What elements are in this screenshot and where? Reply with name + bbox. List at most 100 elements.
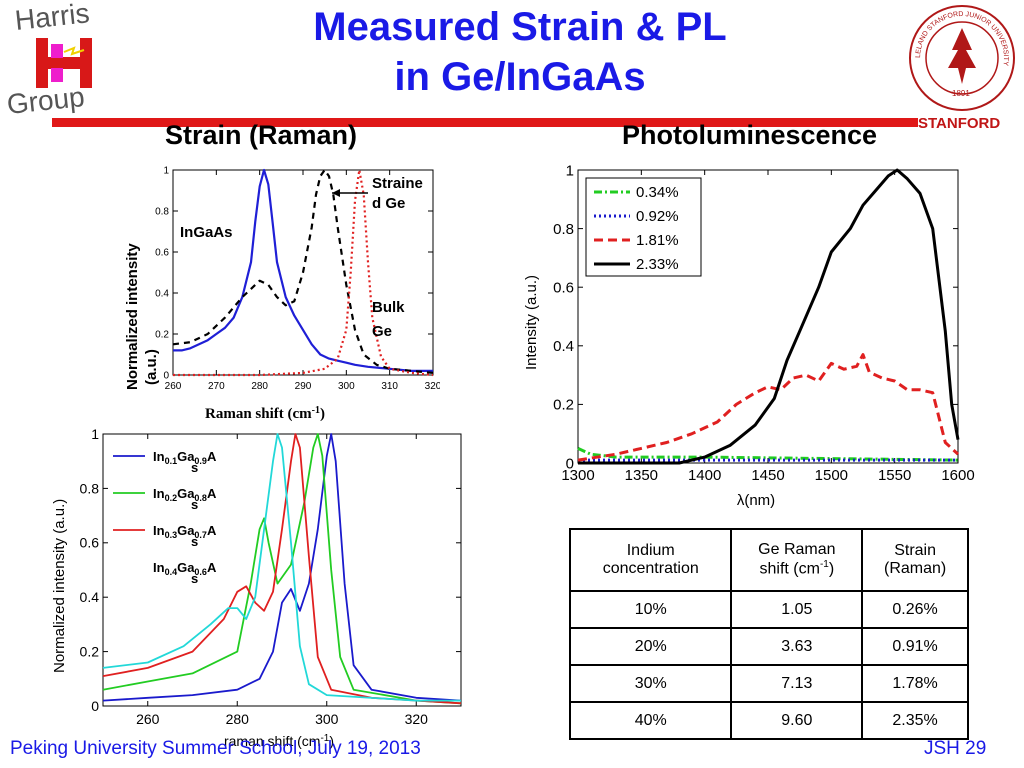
series-line-3 [102, 433, 461, 702]
y-tick-label: 0.2 [155, 330, 169, 341]
y-tick-label: 0.2 [553, 397, 574, 414]
legend-label: In0.1Ga0.9A [153, 449, 217, 466]
cell-indium: 40% [568, 701, 733, 740]
seal-tree-icon [948, 28, 976, 84]
cell-strain: 0.91% [861, 627, 969, 666]
pl-x-axis-label: λ(nm) [737, 492, 775, 509]
ingaas-x-axis-label: raman shift (cm-1) [224, 733, 334, 750]
y-tick-label: 0.4 [553, 338, 574, 355]
x-tick-label: 1300 [561, 467, 594, 484]
x-tick-label: 1350 [625, 467, 658, 484]
y-tick-label: 0 [566, 455, 574, 472]
y-tick-label: 0.6 [553, 279, 574, 296]
legend-label-wrap: s [191, 571, 198, 586]
ingaas-y-axis-label: Normalized intensity (a.u.) [51, 499, 68, 673]
legend-label: 2.33% [636, 256, 679, 273]
legend-label: 1.81% [636, 232, 679, 249]
header-strain: Strain (Raman) [861, 528, 969, 592]
legend-label: In0.4Ga0.6A [153, 560, 217, 577]
logo-wave-icon [63, 46, 85, 56]
x-tick-label: 1550 [878, 467, 911, 484]
footer-event: Peking University Summer School, July 19… [10, 738, 421, 759]
strain-table: Indium concentration Ge Raman shift (cm-1)… [568, 528, 969, 740]
series-line-0 [102, 433, 462, 702]
table-row: 20% 3.63 0.91% [568, 627, 969, 666]
x-tick-label: 270 [208, 381, 225, 392]
pl-legend: 0.34% 0.92% 1.81% 2.33% [585, 177, 702, 277]
annotation-arrowhead-icon [332, 189, 340, 197]
x-tick-label: 310 [381, 381, 398, 392]
footer-page-number: JSH 29 [924, 738, 987, 759]
legend-label-wrap: s [191, 534, 198, 549]
x-tick-label: 1450 [751, 467, 784, 484]
x-tick-label: 1600 [941, 467, 974, 484]
table-header-row: Indium concentration Ge Raman shift (cm-1)… [568, 528, 969, 592]
annotation-bulk-line2: Ge [372, 323, 392, 340]
x-tick-label: 260 [165, 381, 182, 392]
legend-label: In0.2Ga0.8A [153, 486, 217, 503]
cell-indium: 20% [568, 627, 733, 666]
y-tick-label: 0.4 [155, 289, 169, 300]
y-tick-label: 0 [91, 698, 99, 714]
x-tick-label: 290 [295, 381, 312, 392]
pl-legend-box [585, 177, 702, 277]
annotation-strained-line1: Straine [372, 175, 423, 192]
y-tick-label: 0.6 [80, 535, 100, 551]
table-row: 40% 9.60 2.35% [568, 701, 969, 740]
logo-square-top [51, 44, 63, 58]
y-tick-label: 0.8 [155, 207, 169, 218]
cell-shift: 1.05 [730, 590, 864, 629]
series-line-3 [578, 168, 960, 465]
title-line-1: Measured Strain & PL [313, 5, 727, 49]
header-indium: Indium concentration [568, 528, 733, 592]
seal-year: 1891 [952, 89, 970, 98]
cell-shift: 3.63 [730, 627, 864, 666]
x-tick-label: 1400 [688, 467, 721, 484]
series-line-1 [102, 433, 462, 705]
slide-title: Measured Strain & PL in Ge/InGaAs [200, 2, 840, 102]
raman-x-axis-label: Raman shift (cm-1) [205, 405, 325, 423]
y-tick-label: 1 [91, 428, 99, 442]
photoluminescence-chart: 1300 1350 1400 1450 1500 1550 1600 0 0.2 0.4 0.6 0.… [523, 162, 975, 509]
logo-square-bottom [51, 68, 63, 82]
x-tick-label: 280 [251, 381, 268, 392]
x-tick-label: 320 [425, 381, 440, 392]
annotation-strained-line2: d Ge [372, 195, 405, 212]
series-line-2 [102, 433, 462, 705]
logo-bar-mid [36, 57, 92, 69]
cell-strain: 0.26% [861, 590, 969, 629]
y-tick-label: 1 [163, 166, 169, 177]
legend-label-wrap: s [191, 460, 198, 475]
y-tick-label: 0.4 [80, 589, 100, 605]
y-tick-label: 1 [566, 162, 574, 179]
ingaas-plot-frame [102, 433, 462, 707]
header-ge-raman-shift: Ge Raman shift (cm-1) [730, 528, 864, 592]
cell-shift: 7.13 [730, 664, 864, 703]
annotation-ingaas: InGaAs [180, 224, 233, 241]
heading-strain-raman: Strain (Raman) [165, 120, 358, 150]
series-line-0 [577, 447, 959, 462]
legend-label: 0.92% [636, 208, 679, 225]
x-tick-label: 280 [226, 711, 250, 727]
title-line-2: in Ge/InGaAs [394, 55, 646, 99]
y-tick-label: 0.2 [80, 644, 100, 660]
x-tick-label: 300 [338, 381, 355, 392]
heading-photoluminescence: Photoluminescence [622, 120, 878, 150]
logo-text-harris: Harris [13, 2, 91, 36]
legend-label: In0.3Ga0.7A [153, 523, 217, 540]
cell-indium: 10% [568, 590, 733, 629]
x-tick-label: 1500 [815, 467, 848, 484]
cell-shift: 9.60 [730, 701, 864, 740]
series-line-2 [173, 168, 434, 377]
table-row: 30% 7.13 1.78% [568, 664, 969, 703]
annotation-bulk-line1: Bulk [372, 299, 405, 316]
y-tick-label: 0 [163, 371, 169, 382]
stanford-wordmark: STANFORD [918, 115, 1001, 132]
x-tick-label: 300 [315, 711, 339, 727]
cell-strain: 1.78% [861, 664, 969, 703]
legend-label: 0.34% [636, 184, 679, 201]
cell-strain: 2.35% [861, 701, 969, 740]
series-line-0 [173, 168, 433, 372]
y-tick-label: 0.6 [155, 248, 169, 259]
